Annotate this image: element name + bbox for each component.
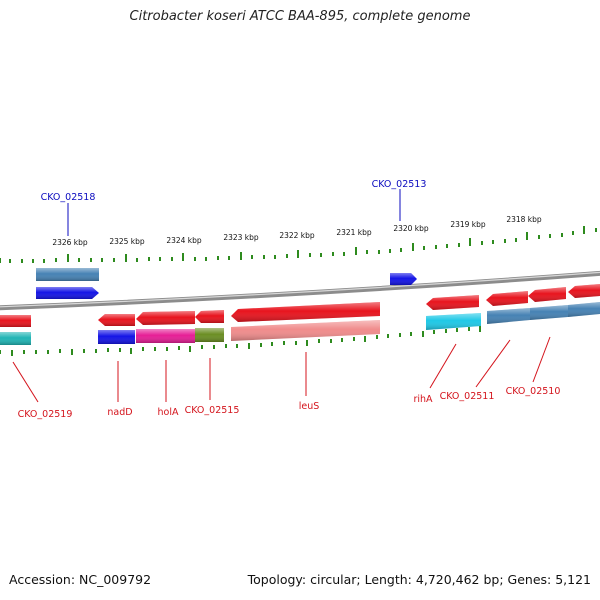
gene-label-CKO_02515: CKO_02515 — [185, 405, 240, 416]
genome-summary-text: Topology: circular; Length: 4,720,462 bp… — [247, 572, 591, 587]
scale-labels: 2326 kbp 2325 kbp 2324 kbp 2323 kbp 2322… — [52, 215, 542, 247]
gene-label-rihA: rihA — [413, 394, 433, 405]
scale-label: 2319 kbp — [450, 220, 486, 229]
scale-label: 2322 kbp — [279, 231, 315, 240]
gene-label-holA: holA — [158, 407, 179, 418]
gene-label-CKO_02513: CKO_02513 — [372, 179, 427, 190]
scale-label: 2318 kbp — [506, 215, 542, 224]
map-title: Citrobacter koseri ATCC BAA-895, complet… — [129, 9, 471, 24]
scale-label: 2325 kbp — [109, 237, 145, 246]
upper-tick-rail — [0, 226, 597, 263]
gene-label-nadD: nadD — [107, 407, 132, 418]
bottom-gene-labels: CKO_02519 nadD holA CKO_02515 leuS rihA … — [18, 386, 561, 420]
scale-label: 2326 kbp — [52, 238, 88, 247]
bottom-strand-genes — [0, 284, 600, 345]
lower-tick-rail — [0, 326, 481, 356]
scale-label: 2320 kbp — [393, 224, 429, 233]
gene-label-CKO_02511: CKO_02511 — [440, 391, 495, 402]
accession-text: Accession: NC_009792 — [9, 572, 152, 587]
gene-label-leuS: leuS — [299, 401, 320, 412]
top-strand-genes — [36, 268, 417, 299]
gene-label-CKO_02519: CKO_02519 — [18, 409, 73, 420]
top-gene-labels: CKO_02518 CKO_02513 — [41, 179, 427, 203]
genome-backbone — [0, 270, 600, 311]
scale-label: 2321 kbp — [336, 228, 372, 237]
gene-label-CKO_02510: CKO_02510 — [506, 386, 561, 397]
gene-label-CKO_02518: CKO_02518 — [41, 192, 96, 203]
scale-label: 2324 kbp — [166, 236, 202, 245]
scale-label: 2323 kbp — [223, 233, 259, 242]
